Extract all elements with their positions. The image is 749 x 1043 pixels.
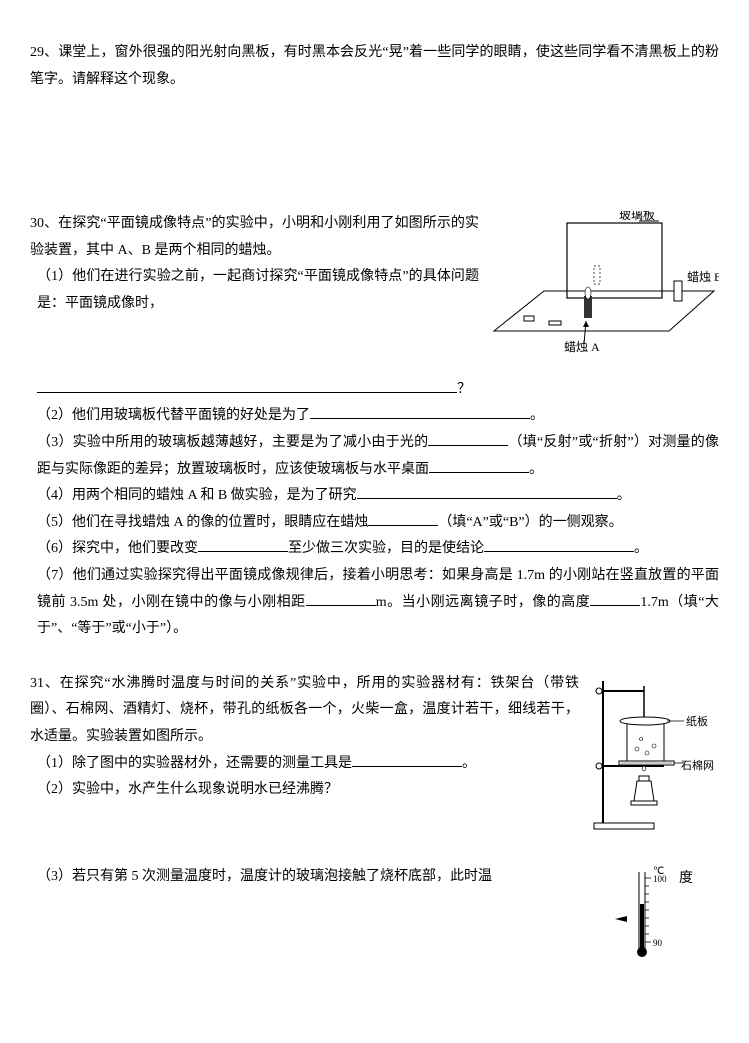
asbestos-label: 石棉网 xyxy=(681,758,714,772)
q31-p1-blank[interactable] xyxy=(352,752,462,767)
q30-p3a-text: （3）实验中所用的玻璃板越薄越好，主要是为了减小由于光的 xyxy=(37,435,428,450)
q30-p4-text: （4）用两个相同的蜡烛 A 和 B 做实验，是为了研究 xyxy=(37,488,357,503)
q30-figure-mirror: 玻璃板 蜡烛 A 蜡烛 B xyxy=(489,211,719,372)
q30-p7-blank1[interactable] xyxy=(306,591,376,606)
q30-p6-blank2[interactable] xyxy=(484,537,634,552)
q31-p1-text: （1）除了图中的实验器材外，还需要的测量工具是 xyxy=(37,756,352,771)
pointer-icon xyxy=(615,916,627,922)
q30-p4: （4）用两个相同的蜡烛 A 和 B 做实验，是为了研究 。 xyxy=(30,483,719,510)
q30-p3-tail: 。 xyxy=(529,462,543,477)
q30-intro-text: 在探究“平面镜成像特点”的实验中，小明和小刚利用了如图所示的实验装置，其中 A、… xyxy=(30,216,479,258)
q31-p3-row: （3）若只有第 5 次测量温度时，温度计的玻璃泡接触了烧杯底部，此时温 ℃ xyxy=(30,864,719,975)
q31-number: 31、 xyxy=(30,676,60,691)
candle-b-label: 蜡烛 B xyxy=(687,270,719,284)
q31-p3b: 度 xyxy=(679,864,719,893)
q30-p6: （6）探究中，他们要改变 至少做三次实验，目的是使结论 。 xyxy=(30,536,719,563)
q30-number: 30、 xyxy=(30,216,58,231)
paper-label: 纸板 xyxy=(686,714,708,728)
q30-p2-tail: 。 xyxy=(530,408,544,423)
q30-p5b-text: （填“A”或“B”）的一侧观察。 xyxy=(438,515,622,530)
q30-p5a-text: （5）他们在寻找蜡烛 A 的像的位置时，眼睛应在蜡烛 xyxy=(37,515,368,530)
q31-p3b-text: 度 xyxy=(679,871,693,886)
q30-p3: （3）实验中所用的玻璃板越薄越好，主要是为了减小由于光的（填“反射”或“折射”）… xyxy=(30,430,719,483)
q30-p1-blank-row: ？ xyxy=(30,377,719,404)
q30-p1-text: （1）他们在进行实验之前，一起商讨探究“平面镜成像特点”的具体问题是：平面镜成像… xyxy=(37,269,479,311)
q31-p2-text: （2）实验中，水产生什么现象说明水已经沸腾？ xyxy=(37,782,338,797)
q30-p2: （2）他们用玻璃板代替平面镜的好处是为了 。 xyxy=(30,403,719,430)
question-31: 纸板 石棉网 31、在探究“水沸腾时温度与时间的关系”实验中，所用的实验器材有：… xyxy=(30,671,719,975)
q30-p7: （7）他们通过实验探究得出平面镜成像规律后，接着小明思考：如果身高是 1.7m … xyxy=(30,563,719,643)
q30-p1-tail: ？ xyxy=(457,382,471,397)
q30-p2-blank[interactable] xyxy=(310,404,530,419)
question-30: 玻璃板 蜡烛 A 蜡烛 B 30、在探究“平面镜成像特点”的实验中，小明和小刚利… xyxy=(30,211,719,643)
q30-p4-blank[interactable] xyxy=(357,484,617,499)
q30-p7-blank2[interactable] xyxy=(590,591,640,606)
q30-p6a-text: （6）探究中，他们要改变 xyxy=(37,541,198,556)
q31-intro-text: 在探究“水沸腾时温度与时间的关系”实验中，所用的实验器材有：铁架台（带铁圈）、石… xyxy=(30,676,579,744)
thermo-90: 90 xyxy=(653,938,663,948)
q30-p6b-text: 至少做三次实验，目的是使结论 xyxy=(288,541,484,556)
glass-label: 玻璃板 xyxy=(619,211,655,222)
q31-p3: （3）若只有第 5 次测量温度时，温度计的玻璃泡接触了烧杯底部，此时温 xyxy=(30,864,609,891)
q30-p5-blank[interactable] xyxy=(368,511,438,526)
candle-a-label: 蜡烛 A xyxy=(564,340,600,354)
q30-p6-blank1[interactable] xyxy=(198,537,288,552)
q30-p4-tail: 。 xyxy=(617,488,631,503)
q29-body: 29、课堂上，窗外很强的阳光射向黑板，有时黑本会反光“晃”着一些同学的眼睛，使这… xyxy=(30,40,719,93)
q30-p3-blank2[interactable] xyxy=(429,458,529,473)
q30-p2-text: （2）他们用玻璃板代替平面镜的好处是为了 xyxy=(37,408,310,423)
q31-p3a-text: （3）若只有第 5 次测量温度时，温度计的玻璃泡接触了烧杯底部，此时温 xyxy=(37,869,492,884)
question-29: 29、课堂上，窗外很强的阳光射向黑板，有时黑本会反光“晃”着一些同学的眼睛，使这… xyxy=(30,40,719,93)
q30-p7b-text: m。当小刚远离镜子时，像的高度 xyxy=(376,595,591,610)
q30-p6-tail: 。 xyxy=(634,541,648,556)
q31-p1-tail: 。 xyxy=(462,756,476,771)
q31-figure-thermometer: ℃ 100 90 xyxy=(609,864,679,975)
q29-text: 课堂上，窗外很强的阳光射向黑板，有时黑本会反光“晃”着一些同学的眼睛，使这些同学… xyxy=(30,45,719,87)
q30-p5: （5）他们在寻找蜡烛 A 的像的位置时，眼睛应在蜡烛 （填“A”或“B”）的一侧观… xyxy=(30,510,719,537)
q30-p3-blank1[interactable] xyxy=(428,431,508,446)
q29-number: 29、 xyxy=(30,45,58,60)
q30-p1-blank[interactable] xyxy=(37,378,457,393)
thermo-100: 100 xyxy=(653,874,667,884)
q31-figure-apparatus: 纸板 石棉网 xyxy=(589,671,719,852)
